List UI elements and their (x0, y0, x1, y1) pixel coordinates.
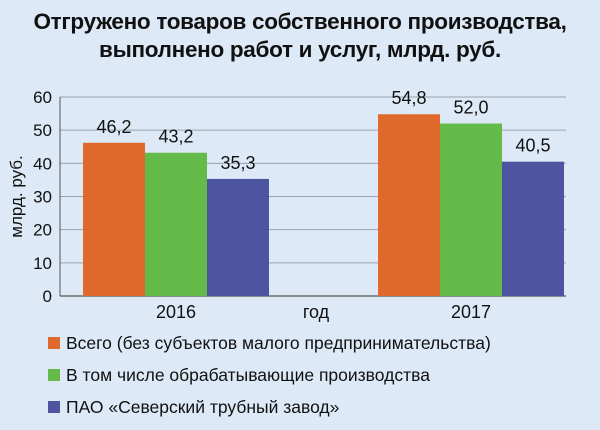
chart-title: Отгружено товаров собственного производс… (0, 8, 600, 64)
bar-2017-series-1 (378, 114, 440, 296)
legend-item-total: Всего (без субъектов малого предпринимат… (48, 327, 491, 359)
data-label-2017-series-3: 40,5 (515, 136, 550, 156)
y-tick-label-10: 10 (33, 254, 52, 273)
legend-label-manufacturing: В том числе обрабатывающие производства (66, 364, 430, 385)
bar-2017-series-2 (440, 123, 502, 297)
legend-swatch-manufacturing (48, 369, 60, 381)
data-label-2016-series-1: 46,2 (96, 117, 131, 137)
bar-2016-series-1 (83, 142, 145, 296)
x-axis-title: год (303, 302, 330, 322)
legend-swatch-total (48, 337, 60, 349)
chart-title-line-2: выполнено работ и услуг, млрд. руб. (99, 37, 501, 62)
legend-item-stz: ПАО «Северский трубный завод» (48, 391, 491, 423)
legend-item-manufacturing: В том числе обрабатывающие производства (48, 359, 491, 391)
bar-chart: 0 10 20 30 40 50 60 млрд. руб. 46,2 43,2 35,3 2016 5… (7, 88, 566, 322)
legend-swatch-stz (48, 401, 60, 413)
y-tick-label-60: 60 (33, 88, 52, 107)
bar-2016-series-3 (207, 178, 269, 296)
x-category-label-2017: 2017 (451, 302, 491, 322)
legend-label-total: Всего (без субъектов малого предпринимат… (66, 332, 491, 353)
y-tick-label-30: 30 (33, 188, 52, 207)
x-category-label-2016: 2016 (156, 302, 196, 322)
bar-2017-series-3 (502, 161, 564, 296)
legend-label-stz: ПАО «Северский трубный завод» (66, 396, 340, 417)
y-tick-label-20: 20 (33, 221, 52, 240)
y-tick-label-50: 50 (33, 121, 52, 140)
y-tick-label-0: 0 (43, 287, 52, 306)
chart-title-line-1: Отгружено товаров собственного производс… (33, 9, 567, 34)
legend: Всего (без субъектов малого предпринимат… (48, 327, 491, 423)
data-label-2016-series-3: 35,3 (220, 153, 255, 173)
y-tick-label-40: 40 (33, 154, 52, 173)
data-label-2016-series-2: 43,2 (158, 127, 193, 147)
data-label-2017-series-2: 52,0 (453, 98, 488, 118)
y-axis-title: млрд. руб. (7, 155, 26, 237)
bar-2016-series-2 (145, 152, 207, 296)
data-label-2017-series-1: 54,8 (391, 88, 426, 108)
